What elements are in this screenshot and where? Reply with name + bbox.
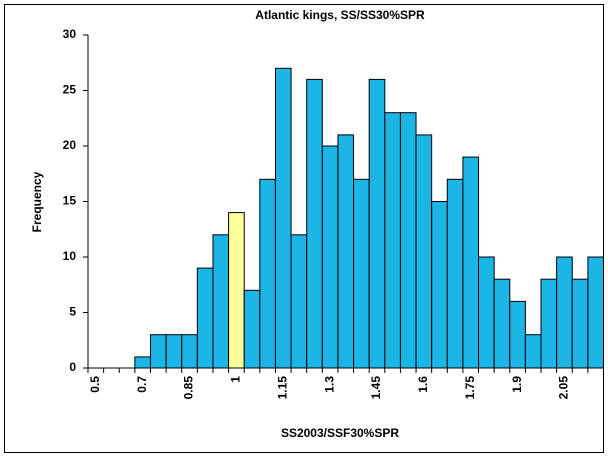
x-tick-label: 1.15 — [275, 376, 289, 400]
y-tick-label: 30 — [63, 27, 77, 41]
bar — [571, 278, 589, 369]
y-tick-label: 5 — [69, 305, 76, 319]
bar — [493, 278, 511, 369]
x-tick-label: 1.6 — [416, 376, 430, 393]
bar — [228, 212, 245, 369]
bar — [556, 256, 573, 369]
y-tick-label: 0 — [69, 360, 76, 374]
bar — [540, 278, 558, 369]
bar — [415, 134, 433, 369]
x-tick-label: 0.85 — [182, 376, 196, 400]
bar — [431, 201, 448, 369]
y-tick-label: 25 — [63, 83, 77, 97]
bar — [524, 334, 542, 369]
bar — [337, 134, 355, 369]
x-tick-label: 1.75 — [463, 376, 477, 400]
y-tick-label: 10 — [63, 249, 77, 263]
bar — [274, 67, 292, 369]
bar — [196, 267, 214, 369]
x-tick-label: 1.3 — [322, 376, 336, 393]
bar — [290, 234, 308, 369]
bar — [478, 256, 495, 369]
bar — [587, 256, 604, 369]
x-tick-label: 1.9 — [510, 376, 524, 393]
chart-title: Atlantic kings, SS/SS30%SPR — [255, 8, 425, 22]
x-tick-label: 2.05 — [557, 376, 571, 400]
bar — [462, 156, 480, 369]
x-axis-label: SS2003/SSF30%SPR — [281, 426, 399, 440]
bar — [134, 356, 151, 369]
bar — [259, 178, 276, 369]
y-tick-label: 20 — [63, 138, 77, 152]
bar — [181, 334, 198, 369]
bar — [353, 178, 370, 369]
x-tick-label: 0.7 — [135, 376, 149, 393]
x-tick-label: 1.45 — [369, 376, 383, 400]
bar — [384, 112, 401, 369]
bar — [446, 178, 464, 369]
bar — [321, 145, 339, 369]
bar — [399, 112, 417, 369]
bar — [243, 289, 261, 369]
y-axis-label: Frequency — [30, 171, 44, 232]
bar — [306, 78, 323, 369]
bar — [165, 334, 183, 369]
y-tick-label: 15 — [63, 194, 77, 208]
x-tick-label: 0.5 — [88, 376, 102, 393]
bar — [368, 78, 386, 369]
chart-frame — [4, 4, 604, 453]
x-tick-label: 1 — [229, 376, 243, 383]
bar — [509, 300, 526, 369]
bar — [149, 334, 167, 369]
bar — [212, 234, 230, 369]
